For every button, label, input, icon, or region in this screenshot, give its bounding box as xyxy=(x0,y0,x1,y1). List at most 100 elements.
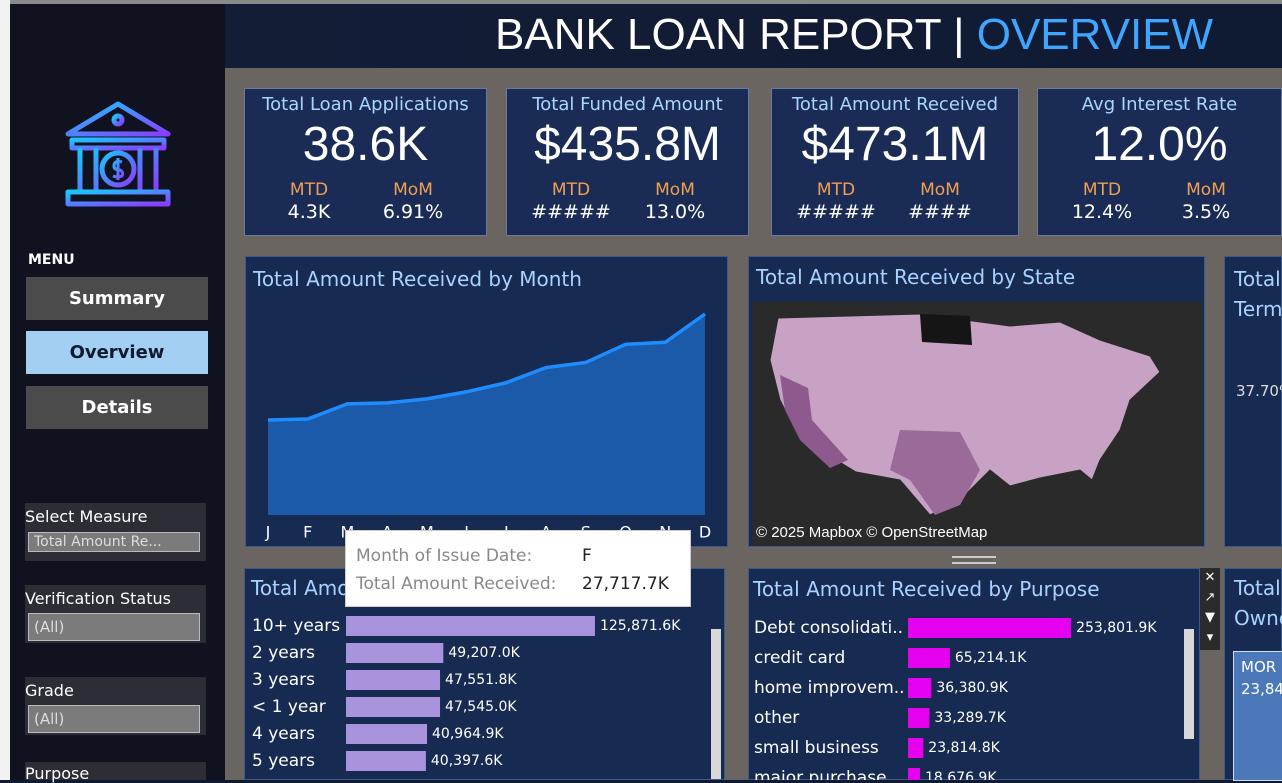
resize-handle[interactable] xyxy=(952,556,996,564)
menu-button[interactable]: Details xyxy=(26,386,208,429)
panel-title: Total Amount Received by Month xyxy=(253,267,582,291)
value-label: 40,964.9K xyxy=(432,726,504,742)
kpi-title: Total Amount Received xyxy=(791,94,999,115)
bank-icon xyxy=(65,101,171,207)
scrollbar[interactable] xyxy=(1184,629,1194,739)
kpi-mom-label: MoM xyxy=(920,180,960,200)
filter: Select Measure Total Amount Re... xyxy=(25,503,206,561)
kpi-card: Total Funded Amount $435.8M MTD ##### MoM 13.… xyxy=(506,88,749,236)
kpi-mom-label: MoM xyxy=(1186,180,1226,200)
kpi-card: Total Amount Received $473.1M MTD ##### MoM #… xyxy=(771,88,1019,236)
category-label: small business xyxy=(754,738,879,758)
bar xyxy=(908,678,932,698)
filter: Grade (All) xyxy=(25,677,206,735)
title-highlight: OVERVIEW xyxy=(976,10,1214,59)
value-label: 40,397.6K xyxy=(431,753,503,769)
filter-label: Verification Status xyxy=(25,589,171,608)
kpi-card: Avg Interest Rate 12.0% MTD 12.4% MoM 3.5% xyxy=(1037,88,1282,236)
owner-panel: Total Owne MOR 23,84 xyxy=(1224,568,1282,781)
filter-label: Purpose xyxy=(25,764,90,783)
filter-label: Select Measure xyxy=(25,507,148,526)
bar xyxy=(346,670,441,690)
scrollbar[interactable] xyxy=(711,629,721,779)
value-label: 49,207.0K xyxy=(448,645,520,661)
bar xyxy=(908,648,950,668)
map-attribution: © 2025 Mapbox © OpenStreetMap xyxy=(756,524,988,541)
kpi-mom-value: #### xyxy=(908,201,972,223)
panel-title: Total Amount Received by Purpose xyxy=(753,577,1100,601)
bar xyxy=(346,751,426,771)
bar xyxy=(908,618,1072,638)
kpi-title: Avg Interest Rate xyxy=(1081,94,1238,115)
treemap-cell: MOR 23,84 xyxy=(1233,651,1282,781)
bar xyxy=(346,643,444,663)
kpi-mtd-label: MTD xyxy=(1082,180,1122,200)
kpi-mtd-value: ##### xyxy=(796,201,876,223)
category-label: 10+ years xyxy=(252,616,340,636)
value-label: 33,289.7K xyxy=(934,710,1006,726)
kpi-mtd-value: 12.4% xyxy=(1071,201,1133,223)
dropdown[interactable]: Total Amount Re... xyxy=(28,532,200,552)
dropdown[interactable]: (All) xyxy=(28,613,200,641)
window-edge xyxy=(0,0,10,780)
value-label: 125,871.6K xyxy=(600,618,681,634)
value-label: 18,676.9K xyxy=(925,770,997,780)
bar xyxy=(908,708,930,728)
header xyxy=(225,4,1282,68)
value-label: 23,814.8K xyxy=(928,740,1000,756)
pie-label: 37.70% xyxy=(1236,382,1282,400)
x-tick-label: D xyxy=(699,523,711,542)
title-text: BANK LOAN REPORT | xyxy=(495,10,977,59)
category-label: < 1 year xyxy=(252,697,326,717)
kpi-mom-label: MoM xyxy=(393,180,433,200)
kpi-card: Total Loan Applications 38.6K MTD 4.3K MoM 6.… xyxy=(244,88,487,236)
category-label: 4 years xyxy=(252,724,315,744)
kpi-mtd-value: 4.3K xyxy=(287,201,331,223)
bar xyxy=(346,697,441,717)
kpi-mtd-label: MTD xyxy=(816,180,856,200)
menu-button[interactable]: Overview xyxy=(26,331,208,374)
x-tick-label: J xyxy=(265,523,271,542)
area xyxy=(268,313,705,515)
kpi-mom-label: MoM xyxy=(655,180,695,200)
bar xyxy=(908,768,920,780)
window-edge xyxy=(10,0,1282,4)
category-label: Debt consolidati.. xyxy=(754,618,903,638)
value-label: 47,551.8K xyxy=(445,672,517,688)
line xyxy=(267,312,707,422)
value-label: 65,214.1K xyxy=(955,650,1027,666)
value-label: 36,380.9K xyxy=(936,680,1008,696)
kpi-mom-value: 6.91% xyxy=(382,201,444,223)
tooltip-label: Total Amount Received: xyxy=(356,574,557,594)
treemap-label: MOR xyxy=(1241,658,1277,676)
kpi-title: Total Funded Amount xyxy=(532,94,723,115)
kpi-mtd-value: ##### xyxy=(531,201,611,223)
title: BANK LOAN REPORT | OVERVIEW xyxy=(495,10,1213,60)
tooltip: Month of Issue Date: F Total Amount Rece… xyxy=(345,530,691,607)
kpi-value: 38.6K xyxy=(302,118,429,171)
map-state xyxy=(780,375,848,468)
category-label: home improvem.. xyxy=(754,678,905,698)
kpi-mtd-label: MTD xyxy=(289,180,329,200)
bar xyxy=(346,724,428,744)
kpi-mtd-label: MTD xyxy=(551,180,591,200)
tooltip-value: F xyxy=(582,546,592,566)
filter: Verification Status (All) xyxy=(25,585,206,643)
category-label: credit card xyxy=(754,648,845,668)
category-label: other xyxy=(754,708,799,728)
kpi-value: $473.1M xyxy=(801,118,989,171)
panel-title: Owne xyxy=(1234,606,1282,630)
menu-label: MENU xyxy=(28,252,75,268)
panel-title: Total Amo xyxy=(251,576,350,600)
kpi-title: Total Loan Applications xyxy=(262,94,469,115)
kpi-value: 12.0% xyxy=(1091,118,1228,171)
tooltip-label: Month of Issue Date: xyxy=(356,546,533,566)
map-state xyxy=(890,430,980,515)
toolbar[interactable]: ✕ ↗ ▼ ▾ xyxy=(1200,568,1220,650)
menu-button[interactable]: Summary xyxy=(26,277,208,320)
panel-title: Total xyxy=(1234,576,1281,600)
filter-label: Grade xyxy=(25,681,74,700)
dropdown[interactable]: (All) xyxy=(28,705,200,733)
